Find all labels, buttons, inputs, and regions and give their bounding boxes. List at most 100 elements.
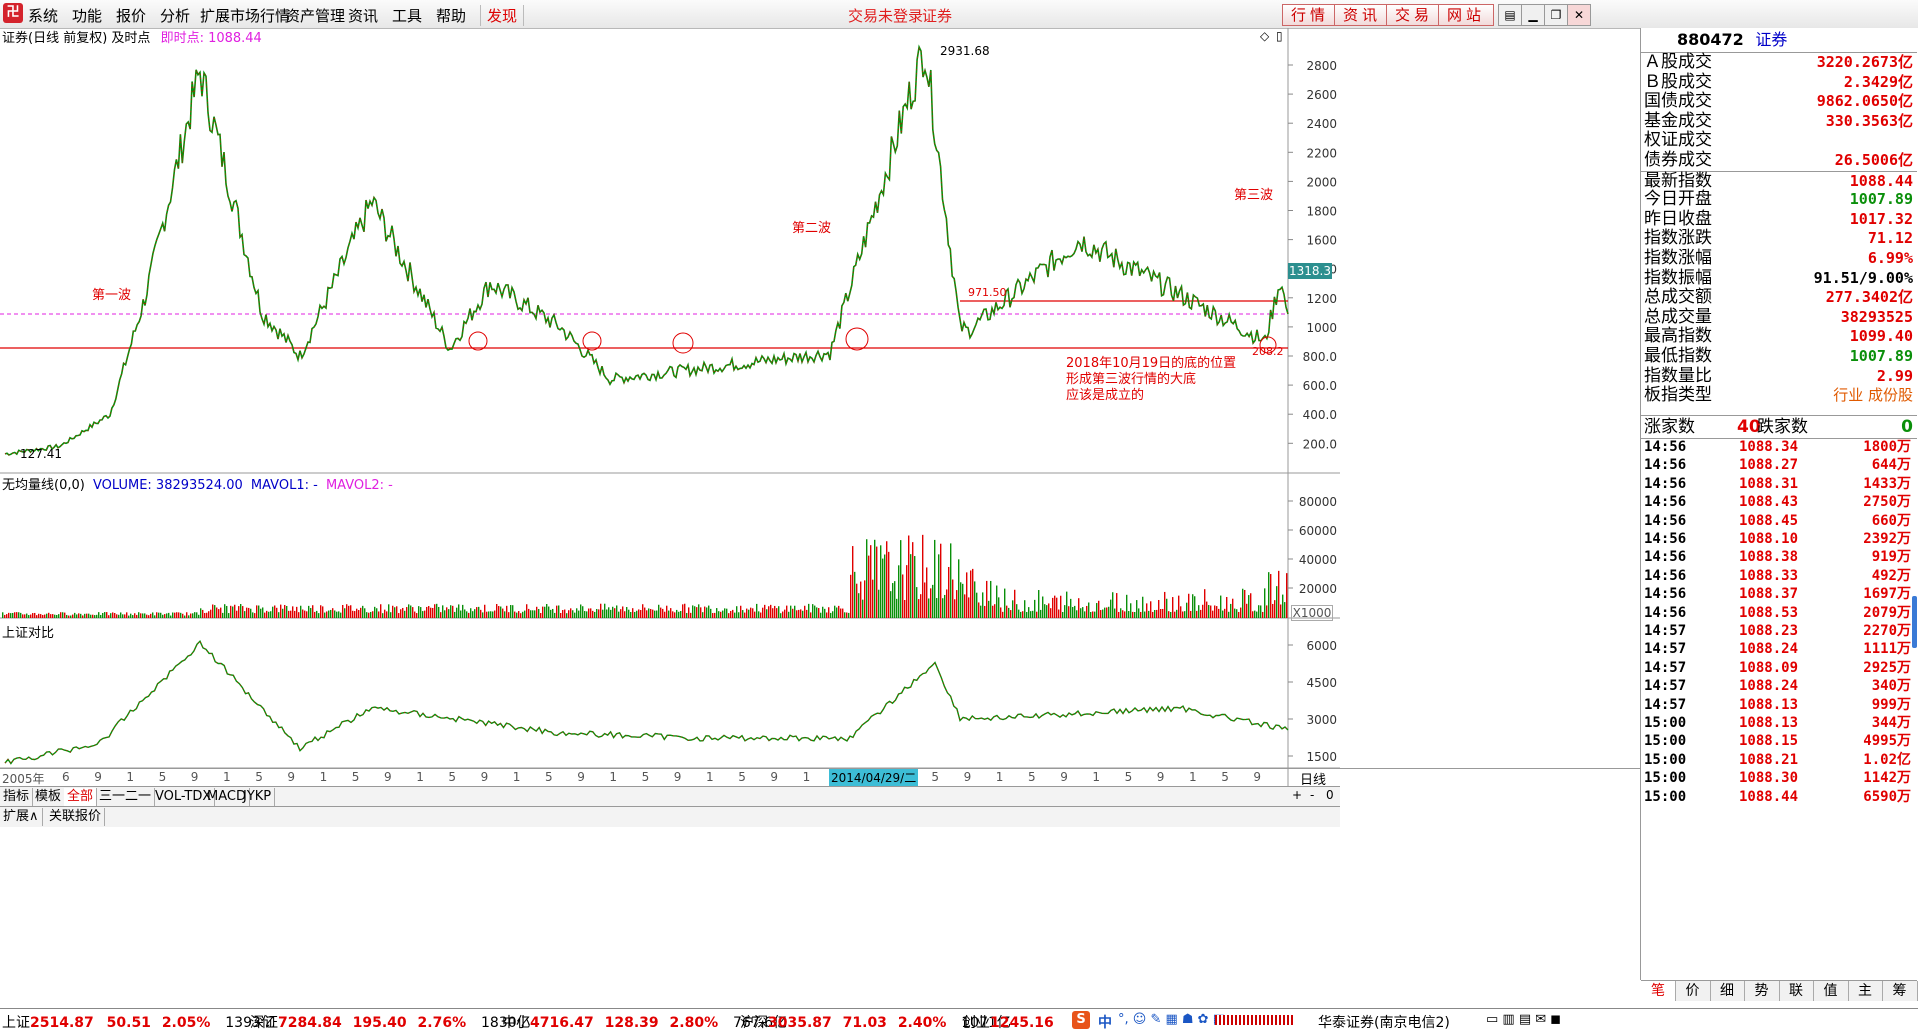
menu-system[interactable]: 系统: [28, 7, 59, 25]
volume-bar: [650, 608, 652, 618]
volume-bar: [706, 607, 708, 618]
volume-bar: [1102, 609, 1104, 618]
volume-bar: [284, 604, 286, 618]
right-tab[interactable]: 势: [1745, 981, 1780, 1001]
nav-tab-website[interactable]: 网站: [1438, 4, 1494, 26]
kline-chart-area[interactable]: 2800260024002200200018001600140012001000…: [0, 28, 1640, 786]
volume-bar: [732, 609, 734, 618]
tick-list-scrollbar[interactable]: [1912, 596, 1917, 648]
right-tab[interactable]: 主: [1848, 981, 1883, 1001]
right-tab[interactable]: 细: [1710, 981, 1745, 1001]
volume-bar: [1082, 607, 1084, 618]
cy-index[interactable]: 创业1245.16: [962, 1015, 1054, 1031]
tab-template[interactable]: 模板: [32, 788, 66, 806]
period-label[interactable]: 日线: [1300, 773, 1327, 788]
tab-expand[interactable]: 扩展∧: [0, 808, 43, 826]
time-axis-month: 9: [384, 770, 392, 784]
volume-bar: [396, 606, 398, 618]
sz-index[interactable]: 深证7284.84 195.40 2.76% 1830亿: [250, 1015, 531, 1031]
zoom-out-icon[interactable]: -: [1310, 788, 1315, 802]
tab-vol-tdx[interactable]: VOL-TDX: [152, 788, 216, 806]
zx-index[interactable]: 中小4716.47 128.39 2.80% 767.6亿: [502, 1015, 788, 1031]
tab-all[interactable]: 全部: [64, 788, 98, 806]
volume-bar: [194, 612, 196, 618]
tab-jykp[interactable]: JYKP: [240, 788, 276, 806]
restore-icon[interactable]: ❐: [1544, 4, 1568, 26]
nav-tab-news[interactable]: 资讯: [1334, 4, 1390, 26]
ime-toolbar-icons[interactable]: °, ☺ ✎ ▦ ☗ ✿ ▦: [1118, 1012, 1225, 1027]
advance-decline-row: 涨家数 40 跌家数 0: [1641, 415, 1917, 439]
menu-quote[interactable]: 报价: [116, 7, 147, 25]
tick-volume: 1111万: [1863, 641, 1911, 658]
volume-bar: [816, 607, 818, 618]
stat-row: 指数涨跌 71.12: [1641, 229, 1917, 249]
price-tick-label: 1600: [1306, 234, 1337, 248]
close-icon[interactable]: ✕: [1567, 4, 1591, 26]
volume-bar: [728, 613, 730, 618]
volume-bar: [614, 608, 616, 618]
tab-3121[interactable]: 三一二一: [96, 788, 156, 806]
sh-index[interactable]: 上证2514.87 50.51 2.05% 1393亿: [2, 1015, 275, 1031]
tick-row: 15:00 1088.21 1.02亿: [1641, 751, 1917, 769]
chart-expand-icon[interactable]: ▯: [1276, 29, 1283, 43]
volume-bar: [820, 612, 822, 618]
volume-bar: [344, 608, 346, 618]
stat-row: 指数涨幅 6.99%: [1641, 248, 1917, 269]
nav-tab-trade[interactable]: 交易: [1386, 4, 1442, 26]
volume-bar: [952, 579, 954, 618]
zoom-in-icon[interactable]: +: [1292, 788, 1303, 802]
tick-volume: 344万: [1871, 715, 1911, 731]
volume-bar: [1064, 605, 1066, 618]
stat-row: 最低指数 1007.89: [1641, 346, 1917, 367]
menu-asset[interactable]: 资产管理: [285, 7, 346, 25]
volume-bar: [1000, 607, 1002, 618]
stat-value: 277.3402亿: [1825, 288, 1913, 307]
volume-bar: [986, 580, 988, 618]
volume-bar: [1220, 595, 1222, 618]
volume-bar: [400, 609, 402, 618]
nav-tab-quote[interactable]: 行情: [1282, 4, 1338, 26]
volume-bar: [1096, 603, 1098, 618]
menu-analysis[interactable]: 分析: [160, 7, 191, 25]
tick-volume: 2392万: [1863, 531, 1911, 547]
right-tab[interactable]: 笔: [1641, 981, 1676, 1001]
volume-bar: [746, 608, 748, 618]
tick-price: 1088.24: [1739, 641, 1799, 658]
hs-index[interactable]: 沪深3035.87 71.03 2.40% 1071亿: [740, 1015, 1011, 1031]
menu-function[interactable]: 功能: [72, 7, 103, 25]
zoom-reset-icon[interactable]: 0: [1326, 788, 1334, 802]
right-tab[interactable]: 筹: [1883, 981, 1918, 1001]
volume-bar: [460, 610, 462, 618]
volume-bar: [390, 612, 392, 618]
volume-bar: [98, 612, 100, 618]
sogou-ime-icon[interactable]: S: [1072, 1011, 1090, 1029]
login-status[interactable]: 交易未登录: [848, 7, 924, 25]
chart-toggle-icon[interactable]: ◇: [1260, 29, 1270, 43]
ime-mode[interactable]: 中: [1098, 1015, 1112, 1031]
menu-extended-market[interactable]: 扩展市场行情: [200, 7, 291, 25]
volume-bar: [642, 604, 644, 618]
tab-macd[interactable]: MACD: [204, 788, 250, 806]
volume-bar: [1214, 605, 1216, 618]
volume-bar: [268, 611, 270, 618]
tab-indicator[interactable]: 指标: [0, 788, 34, 806]
right-tab[interactable]: 联: [1779, 981, 1814, 1001]
broker-connection[interactable]: 华泰证券(南京电信2): [1318, 1015, 1450, 1031]
right-tab[interactable]: 价: [1676, 981, 1711, 1001]
status-tool-icons[interactable]: ▭ ▥ ▤ ✉ ◼: [1486, 1012, 1562, 1027]
discover-button[interactable]: 发现: [480, 5, 525, 26]
window-menu-icon[interactable]: ▤: [1498, 4, 1522, 26]
menu-help[interactable]: 帮助: [436, 7, 467, 25]
right-tab[interactable]: 值: [1814, 981, 1849, 1001]
time-axis-month: 9: [1253, 770, 1262, 784]
menu-news[interactable]: 资讯: [348, 7, 379, 25]
volume-bar: [326, 611, 328, 618]
tab-related-quote[interactable]: 关联报价: [46, 808, 106, 826]
menu-tools[interactable]: 工具: [392, 7, 423, 25]
app-logo-icon[interactable]: 卍: [3, 3, 23, 23]
volume-bar: [74, 612, 76, 618]
stat-label: 指数振幅: [1644, 267, 1712, 288]
minimize-icon[interactable]: ▁: [1521, 4, 1545, 26]
time-axis-month: 6: [62, 770, 70, 784]
volume-bar: [680, 611, 682, 618]
